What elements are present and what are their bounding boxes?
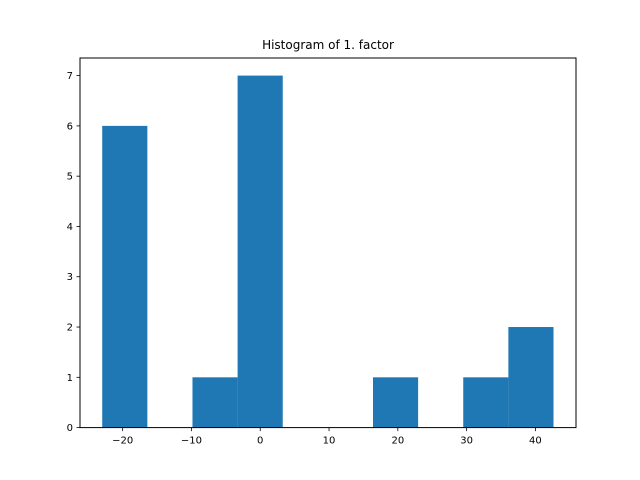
y-tick-label: 1 xyxy=(67,373,73,384)
x-tick-label: 40 xyxy=(529,436,542,447)
x-axis-ticks: −20 −10 0 10 20 30 40 xyxy=(112,427,542,447)
histogram-bar xyxy=(508,327,554,428)
chart-title: Histogram of 1. factor xyxy=(262,38,394,52)
histogram-bar xyxy=(237,75,283,428)
x-tick-label: 0 xyxy=(257,436,263,447)
x-tick-label: 20 xyxy=(391,436,404,447)
y-tick-label: 2 xyxy=(67,323,73,334)
y-tick-label: 7 xyxy=(67,71,73,82)
y-axis-ticks: 0 1 2 3 4 5 6 7 xyxy=(67,71,80,434)
x-tick-label: −20 xyxy=(112,436,133,447)
y-tick-label: 4 xyxy=(67,222,73,233)
x-tick-label: 10 xyxy=(323,436,336,447)
histogram-bar xyxy=(372,377,419,428)
histogram-bar xyxy=(192,377,238,428)
y-tick-label: 3 xyxy=(67,272,73,283)
y-tick-label: 5 xyxy=(67,172,73,183)
y-tick-label: 0 xyxy=(67,423,73,434)
x-tick-label: 30 xyxy=(460,436,473,447)
histogram-bar xyxy=(102,125,148,428)
histogram-bar xyxy=(463,377,509,428)
bars-group xyxy=(102,75,554,428)
y-tick-label: 6 xyxy=(67,121,73,132)
x-tick-label: −10 xyxy=(181,436,202,447)
plot-frame xyxy=(79,57,577,429)
